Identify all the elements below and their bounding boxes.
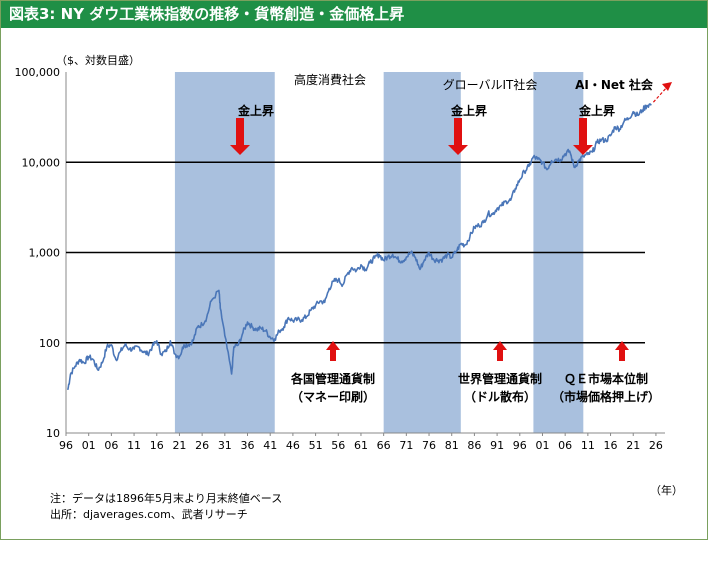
x-tick-label: 26 bbox=[649, 439, 663, 452]
regime-label: ＱＥ市場本位制 bbox=[564, 371, 648, 386]
x-tick-label: 41 bbox=[263, 439, 277, 452]
regime-sublabel: （マネー印刷） bbox=[291, 389, 375, 404]
x-tick-label: 66 bbox=[377, 439, 391, 452]
x-tick-label: 86 bbox=[467, 439, 481, 452]
gold-rise-label: 金上昇 bbox=[237, 103, 274, 118]
x-tick-label: 46 bbox=[286, 439, 300, 452]
gold-down-arrow bbox=[573, 118, 593, 155]
x-tick-label: 16 bbox=[604, 439, 618, 452]
regime-up-arrow bbox=[493, 341, 507, 361]
x-tick-label: 21 bbox=[172, 439, 186, 452]
x-tick-label: 76 bbox=[422, 439, 436, 452]
regime-up-arrow bbox=[615, 341, 629, 361]
regime-label: 世界管理通貨制 bbox=[458, 371, 542, 386]
y-tick-label: 1,000 bbox=[29, 247, 61, 260]
x-tick-label: 61 bbox=[354, 439, 368, 452]
projection-line bbox=[652, 85, 669, 103]
footnote: 注：データは1896年5月末より月末終値ベース bbox=[50, 492, 283, 505]
y-tick-label: 10 bbox=[46, 427, 60, 440]
projection-arrowhead bbox=[662, 82, 672, 91]
x-tick-label: 06 bbox=[104, 439, 118, 452]
gold-rise-label: 金上昇 bbox=[578, 103, 615, 118]
title-bar: 図表3: NY ダウ工業株指数の推移・貨幣創造・金価格上昇 bbox=[1, 1, 707, 28]
band-label: 高度消費社会 bbox=[294, 72, 366, 87]
x-tick-label: 01 bbox=[82, 439, 96, 452]
y-tick-label: 10,000 bbox=[22, 156, 61, 169]
gold-down-arrow bbox=[230, 118, 250, 155]
x-tick-label: 11 bbox=[127, 439, 141, 452]
dow-series-line bbox=[67, 103, 652, 391]
x-tick-label: 51 bbox=[309, 439, 323, 452]
gold-rise-label: 金上昇 bbox=[450, 103, 487, 118]
x-tick-label: 31 bbox=[218, 439, 232, 452]
chart-title: 図表3: NY ダウ工業株指数の推移・貨幣創造・金価格上昇 bbox=[9, 5, 405, 23]
x-tick-label: 81 bbox=[445, 439, 459, 452]
gold-down-arrow bbox=[448, 118, 468, 155]
x-tick-label: 21 bbox=[626, 439, 640, 452]
source-note: 出所：djaverages.com、武者リサーチ bbox=[50, 508, 248, 521]
y-tick-label: 100,000 bbox=[15, 66, 61, 79]
x-tick-label: 56 bbox=[331, 439, 345, 452]
x-tick-label: 01 bbox=[535, 439, 549, 452]
x-tick-label: 36 bbox=[241, 439, 255, 452]
x-unit-label: （年） bbox=[650, 484, 683, 497]
y-unit-note: （$、対数目盛） bbox=[56, 54, 140, 67]
x-tick-label: 96 bbox=[513, 439, 527, 452]
x-tick-label: 26 bbox=[195, 439, 209, 452]
x-tick-label: 71 bbox=[399, 439, 413, 452]
x-tick-label: 16 bbox=[150, 439, 164, 452]
x-tick-label: 06 bbox=[558, 439, 572, 452]
x-tick-label: 91 bbox=[490, 439, 504, 452]
regime-sublabel: （ドル散布） bbox=[464, 389, 536, 404]
y-tick-label: 100 bbox=[39, 337, 60, 350]
x-tick-label: 96 bbox=[59, 439, 73, 452]
regime-up-arrow bbox=[326, 341, 340, 361]
band-label: グローバルIT社会 bbox=[443, 77, 538, 92]
regime-label: 各国管理通貨制 bbox=[290, 371, 375, 386]
x-tick-label: 11 bbox=[581, 439, 595, 452]
regime-sublabel: （市場価格押上げ） bbox=[552, 389, 660, 404]
band-label: AI・Net 社会 bbox=[575, 77, 654, 92]
